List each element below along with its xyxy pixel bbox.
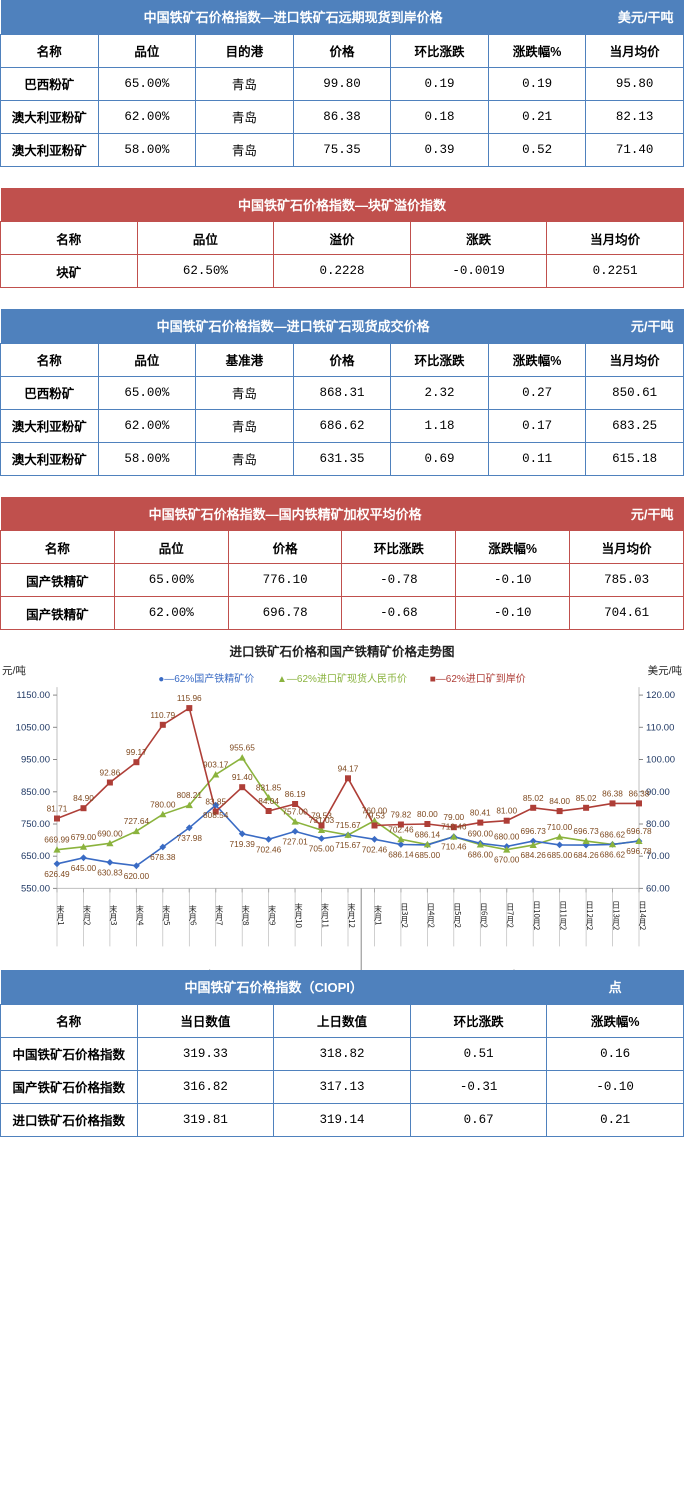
svg-text:686.14: 686.14 — [415, 830, 441, 840]
svg-text:702.46: 702.46 — [388, 824, 414, 834]
svg-text:678.38: 678.38 — [150, 852, 176, 862]
svg-text:85.02: 85.02 — [576, 793, 597, 803]
svg-text:79.82: 79.82 — [391, 810, 412, 820]
svg-text:86.38: 86.38 — [629, 788, 650, 798]
svg-text:626.49: 626.49 — [44, 869, 70, 879]
svg-text:85.02: 85.02 — [523, 793, 544, 803]
svg-text:81.00: 81.00 — [496, 806, 517, 816]
svg-text:710.00: 710.00 — [547, 822, 573, 832]
svg-text:719.39: 719.39 — [230, 839, 256, 849]
svg-text:955.65: 955.65 — [230, 743, 256, 753]
svg-text:686.14: 686.14 — [388, 850, 414, 860]
svg-text:620.00: 620.00 — [124, 871, 150, 881]
svg-text:903.17: 903.17 — [203, 760, 229, 770]
svg-text:727.64: 727.64 — [124, 816, 150, 826]
svg-text:80.41: 80.41 — [470, 808, 491, 818]
svg-text:1050.00: 1050.00 — [16, 722, 50, 733]
svg-text:685.00: 685.00 — [415, 850, 441, 860]
svg-text:83.85: 83.85 — [205, 797, 226, 807]
svg-text:1150.00: 1150.00 — [16, 690, 50, 701]
svg-text:715.67: 715.67 — [335, 820, 361, 830]
svg-text:950.00: 950.00 — [21, 755, 50, 766]
svg-text:731.03: 731.03 — [309, 815, 335, 825]
svg-text:686.62: 686.62 — [600, 829, 626, 839]
svg-text:115.96: 115.96 — [177, 693, 202, 703]
svg-text:690.00: 690.00 — [468, 828, 494, 838]
svg-text:684.26: 684.26 — [573, 850, 599, 860]
svg-text:2019年: 2019年 — [190, 968, 216, 970]
svg-text:808.54: 808.54 — [203, 810, 229, 820]
svg-text:696.78: 696.78 — [626, 846, 652, 856]
svg-text:750.00: 750.00 — [21, 819, 50, 830]
svg-text:702.46: 702.46 — [362, 844, 388, 854]
svg-text:757.00: 757.00 — [282, 807, 308, 817]
svg-text:670.00: 670.00 — [494, 855, 520, 865]
svg-text:92.86: 92.86 — [100, 768, 121, 778]
svg-text:850.00: 850.00 — [21, 787, 50, 798]
svg-text:110.79: 110.79 — [150, 710, 175, 720]
svg-text:696.78: 696.78 — [626, 826, 652, 836]
svg-text:727.01: 727.01 — [282, 836, 308, 846]
svg-text:705.00: 705.00 — [309, 844, 335, 854]
svg-text:84.90: 84.90 — [73, 793, 94, 803]
svg-text:100.00: 100.00 — [646, 755, 675, 766]
svg-text:86.19: 86.19 — [285, 789, 306, 799]
svg-text:669.99: 669.99 — [44, 835, 70, 845]
svg-text:679.00: 679.00 — [71, 832, 97, 842]
svg-text:81.71: 81.71 — [47, 804, 68, 814]
svg-text:831.85: 831.85 — [256, 783, 282, 793]
svg-text:645.00: 645.00 — [71, 863, 97, 873]
svg-text:690.00: 690.00 — [97, 828, 123, 838]
svg-text:94.17: 94.17 — [338, 763, 359, 773]
svg-text:79.00: 79.00 — [443, 812, 464, 822]
svg-text:808.21: 808.21 — [177, 790, 203, 800]
svg-text:86.38: 86.38 — [602, 788, 623, 798]
svg-text:80.00: 80.00 — [417, 809, 438, 819]
svg-text:550.00: 550.00 — [21, 883, 50, 894]
svg-text:110.00: 110.00 — [646, 722, 674, 733]
svg-text:99.17: 99.17 — [126, 747, 147, 757]
svg-text:780.00: 780.00 — [150, 799, 176, 809]
svg-text:686.00: 686.00 — [468, 850, 494, 860]
svg-text:710.46: 710.46 — [441, 822, 467, 832]
svg-text:686.62: 686.62 — [600, 849, 626, 859]
svg-text:680.00: 680.00 — [494, 832, 520, 842]
svg-text:2020年: 2020年 — [494, 968, 520, 970]
svg-text:737.98: 737.98 — [177, 833, 203, 843]
svg-text:84.00: 84.00 — [549, 796, 570, 806]
svg-text:650.00: 650.00 — [21, 851, 50, 862]
svg-text:120.00: 120.00 — [646, 690, 675, 701]
svg-text:696.73: 696.73 — [573, 826, 599, 836]
svg-text:90.00: 90.00 — [646, 787, 670, 798]
svg-text:696.73: 696.73 — [521, 826, 547, 836]
svg-text:84.04: 84.04 — [258, 796, 279, 806]
svg-text:760.00: 760.00 — [362, 806, 388, 816]
svg-text:684.26: 684.26 — [521, 850, 547, 860]
svg-text:630.83: 630.83 — [97, 867, 123, 877]
svg-text:91.40: 91.40 — [232, 772, 253, 782]
svg-text:702.46: 702.46 — [256, 844, 282, 854]
svg-text:685.00: 685.00 — [547, 850, 573, 860]
svg-text:60.00: 60.00 — [646, 883, 670, 894]
svg-text:715.67: 715.67 — [335, 840, 361, 850]
svg-text:710.46: 710.46 — [441, 842, 467, 852]
